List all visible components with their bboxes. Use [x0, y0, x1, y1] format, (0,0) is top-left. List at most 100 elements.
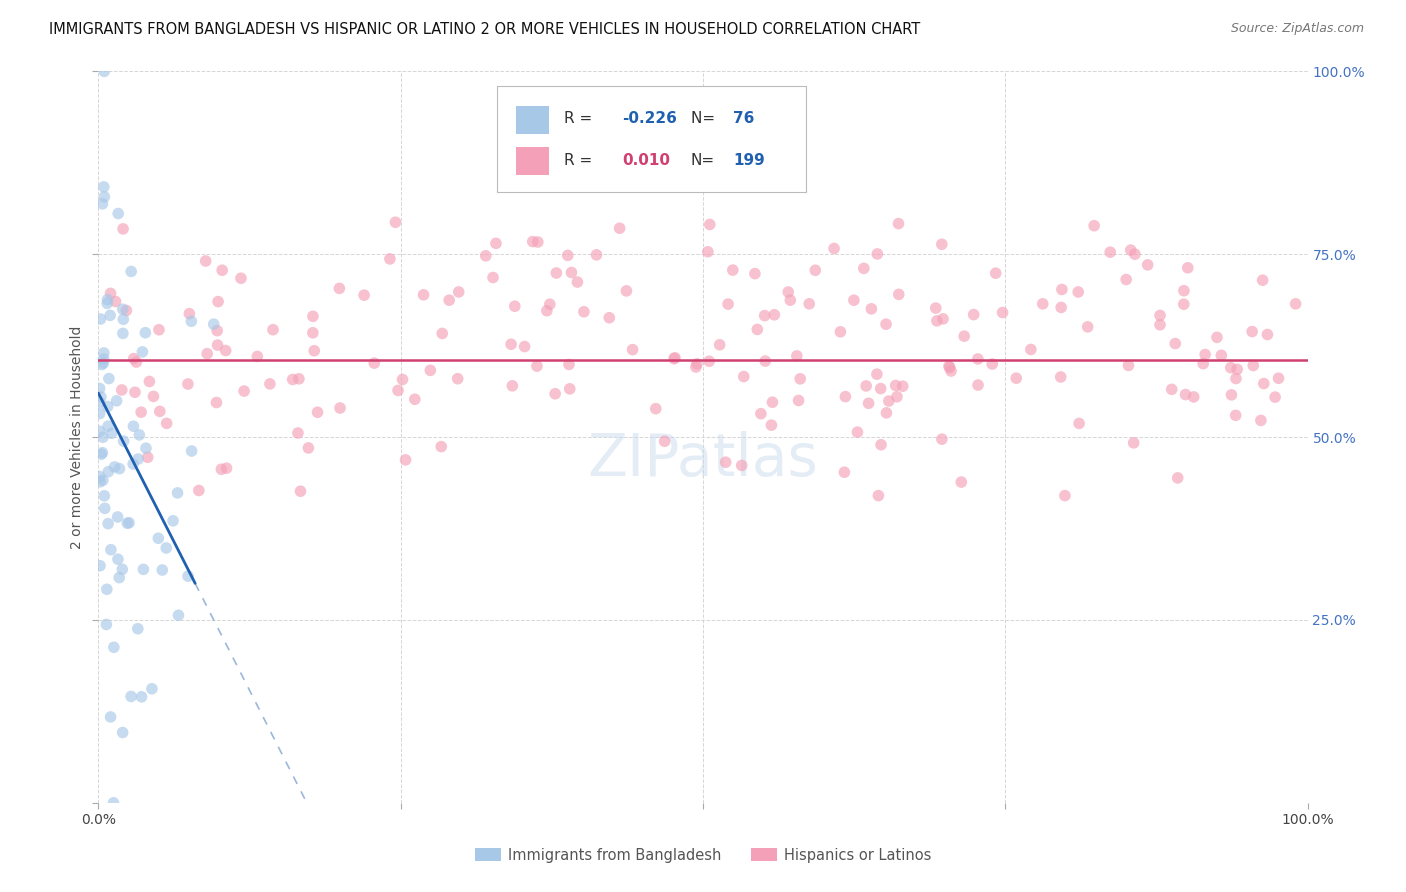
Point [180, 314, 202, 328]
Point [869, 382, 891, 396]
Point [125, 355, 148, 369]
Point [179, 307, 201, 321]
Y-axis label: 2 or more Vehicles in Household: 2 or more Vehicles in Household [70, 326, 84, 549]
Point [804, 263, 827, 277]
Point [104, 459, 127, 474]
Point [94, 501, 117, 516]
Point [787, 393, 810, 408]
Point [89, 395, 111, 409]
Text: Source: ZipAtlas.com: Source: ZipAtlas.com [1230, 22, 1364, 36]
Point [211, 263, 233, 277]
Point [97, 293, 120, 307]
Point [1250, 413, 1272, 427]
Point [118, 516, 141, 530]
Point [1173, 284, 1195, 298]
Point [167, 608, 190, 623]
Point [1251, 273, 1274, 287]
Point [96, 296, 118, 310]
Point [1050, 283, 1073, 297]
Point [111, 383, 134, 397]
Point [97, 419, 120, 434]
Point [1194, 347, 1216, 361]
Point [91, 473, 114, 487]
Point [100, 542, 122, 557]
Point [111, 562, 134, 576]
Point [93, 180, 115, 194]
Point [122, 351, 145, 366]
Point [120, 264, 142, 278]
Point [884, 378, 907, 392]
Point [830, 325, 852, 339]
Text: 199: 199 [734, 153, 765, 168]
Point [287, 425, 309, 440]
Point [1264, 390, 1286, 404]
Point [696, 244, 718, 259]
Point [501, 379, 523, 393]
Point [1192, 357, 1215, 371]
Point [329, 401, 352, 415]
Point [394, 453, 416, 467]
Point [1173, 297, 1195, 311]
Point [536, 303, 558, 318]
Point [513, 340, 536, 354]
Point [1164, 336, 1187, 351]
Point [482, 270, 505, 285]
Point [111, 725, 134, 739]
Point [981, 357, 1004, 371]
Point [1174, 387, 1197, 401]
Point [557, 248, 579, 262]
Point [148, 531, 170, 545]
Point [150, 563, 173, 577]
Point [522, 235, 544, 249]
Point [100, 710, 122, 724]
Point [302, 326, 325, 340]
Legend: Immigrants from Bangladesh, Hispanics or Latinos: Immigrants from Bangladesh, Hispanics or… [468, 842, 938, 869]
Point [180, 444, 202, 458]
Point [558, 382, 581, 396]
Point [297, 441, 319, 455]
Point [538, 297, 561, 311]
Point [558, 358, 581, 372]
Point [1177, 260, 1199, 275]
Point [97, 465, 120, 479]
Point [1122, 435, 1144, 450]
Point [91, 446, 114, 460]
Point [664, 351, 686, 365]
Point [105, 393, 128, 408]
Point [868, 489, 890, 503]
Point [754, 309, 776, 323]
Point [89, 558, 111, 573]
Point [128, 428, 150, 442]
Point [437, 293, 460, 308]
Point [89, 407, 111, 421]
Point [166, 486, 188, 500]
Point [932, 311, 955, 326]
Point [1069, 417, 1091, 431]
Point [1099, 245, 1122, 260]
Point [207, 338, 229, 352]
Point [112, 222, 135, 236]
Point [662, 351, 685, 366]
Point [89, 312, 111, 326]
Point [654, 434, 676, 449]
Point [967, 351, 990, 366]
Point [207, 294, 229, 309]
Point [194, 254, 217, 268]
Point [328, 281, 350, 295]
Point [963, 308, 986, 322]
Point [107, 552, 129, 566]
Point [686, 357, 709, 371]
Point [991, 305, 1014, 319]
Point [127, 452, 149, 467]
Point [378, 252, 401, 266]
Point [616, 284, 638, 298]
Point [1136, 258, 1159, 272]
Point [1115, 272, 1137, 286]
Text: -0.226: -0.226 [621, 112, 676, 127]
Point [621, 343, 644, 357]
Point [215, 343, 238, 358]
Point [1284, 297, 1306, 311]
Point [560, 265, 582, 279]
Point [526, 359, 548, 373]
Point [609, 221, 631, 235]
